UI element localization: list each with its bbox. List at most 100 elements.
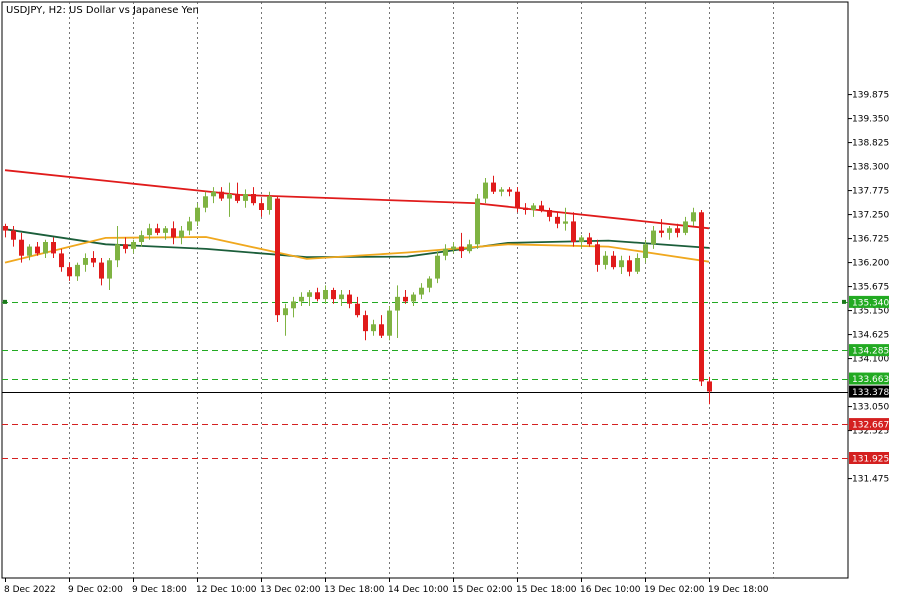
time-tick-label: 16 Dec 10:00 (580, 585, 641, 595)
candle-bullish (139, 235, 144, 242)
candle-bearish (403, 296, 408, 302)
candle-bullish (579, 237, 584, 242)
candle-bearish (91, 258, 96, 263)
candle-bearish (571, 221, 576, 242)
candle-bearish (3, 226, 8, 231)
moving-average-orange-line (4, 236, 710, 264)
candle-bearish (275, 198, 280, 316)
price-level-badge[interactable]: 133.378 (849, 385, 889, 399)
candle-bullish (107, 260, 112, 279)
candle-bullish (451, 246, 456, 249)
price-tick-label: 134.100 (852, 355, 889, 365)
candle-bullish (211, 191, 216, 197)
candle-bearish (659, 230, 664, 233)
price-level-badge-bg (849, 295, 889, 308)
candle-bearish (123, 244, 128, 249)
candle-bearish (355, 303, 360, 316)
candle-bearish (259, 203, 264, 210)
candle-bearish (627, 260, 632, 272)
candle-bullish (75, 264, 80, 277)
candle-bullish (683, 221, 688, 233)
candle-bearish (67, 267, 72, 277)
price-level-badge[interactable]: 132.667 (849, 418, 889, 431)
price-level-badge-label: 132.667 (852, 421, 889, 431)
price-level-badge-label: 134.285 (852, 347, 889, 357)
price-level-badge[interactable]: 131.925 (849, 452, 889, 465)
candle-bullish (283, 308, 288, 316)
candle-bullish (267, 196, 272, 210)
price-level-badge-bg (849, 344, 889, 357)
candle-bullish (339, 294, 344, 300)
candle-bearish (155, 228, 160, 233)
candle-bullish (531, 205, 536, 210)
candle-bearish (51, 242, 56, 254)
price-tick-label: 136.200 (852, 259, 889, 269)
candle-bullish (323, 290, 328, 300)
price-tick-label: 136.725 (852, 235, 889, 245)
candle-bullish (227, 194, 232, 199)
candle-bullish (427, 278, 432, 288)
candle-bullish (499, 189, 504, 192)
candle-bearish (539, 205, 544, 210)
time-tick-label: 13 Dec 18:00 (324, 585, 385, 595)
candle-bearish (675, 228, 680, 233)
time-tick-label: 9 Dec 18:00 (132, 585, 187, 595)
candle-bearish (363, 315, 368, 332)
candle-bearish (315, 292, 320, 300)
candle-bearish (555, 216, 560, 224)
time-tick-label: 8 Dec 2022 (4, 585, 56, 595)
price-axis: 139.875 139.350 138.825 138.300 137.775 137.2… (848, 91, 889, 485)
price-tick-label: 139.350 (852, 115, 889, 125)
time-tick-label: 12 Dec 10:00 (196, 585, 257, 595)
candle-bullish (187, 221, 192, 231)
price-level-badge[interactable]: 134.285 (849, 344, 889, 357)
price-level-badge-label: 135.340 (852, 298, 889, 308)
candle-bearish (379, 324, 384, 336)
price-level-badge[interactable]: 133.663 (849, 372, 889, 386)
candle-bullish (179, 230, 184, 238)
candle-bullish (691, 212, 696, 222)
candles (3, 175, 712, 405)
moving-average-red-line (4, 169, 710, 230)
candle-bearish (59, 253, 64, 268)
candle-bearish (595, 244, 600, 265)
candle-bearish (171, 228, 176, 238)
candle-bullish (467, 244, 472, 252)
price-tick-label: 138.300 (852, 163, 889, 173)
price-level-badge-label: 131.925 (852, 455, 889, 465)
grid-lines (69, 2, 774, 578)
candle-bullish (443, 248, 448, 256)
chart-title: USDJPY, H2: US Dollar vs Japanese Yen (6, 5, 199, 16)
price-tick-label: 138.825 (852, 139, 889, 149)
candle-bearish (587, 237, 592, 245)
candle-bearish (251, 194, 256, 204)
candle-bullish (291, 301, 296, 309)
candle-bullish (147, 228, 152, 236)
plot-frame (1, 1, 849, 579)
price-tick-label: 135.675 (852, 283, 889, 293)
candle-bullish (411, 294, 416, 302)
level-marker-left (3, 299, 7, 304)
candle-bullish (435, 255, 440, 279)
time-tick-label: 19 Dec 18:00 (708, 585, 769, 595)
candle-bullish (387, 310, 392, 336)
price-level-badge-bg (849, 418, 889, 431)
candle-bearish (547, 210, 552, 217)
price-level-badge[interactable]: 135.340 (849, 295, 889, 309)
candle-bearish (235, 194, 240, 201)
candle-bearish (707, 381, 712, 392)
candle-bullish (131, 242, 136, 249)
time-axis: 8 Dec 2022 9 Dec 02:00 9 Dec 18:00 12 Dec 1… (4, 578, 769, 595)
candle-bullish (603, 255, 608, 265)
candle-bearish (491, 182, 496, 192)
level-marker-right (842, 299, 846, 304)
candle-bullish (475, 198, 480, 245)
time-tick-label: 15 Dec 02:00 (452, 585, 513, 595)
candle-bearish (35, 246, 40, 254)
candle-bullish (395, 296, 400, 311)
candle-bearish (699, 212, 704, 382)
candle-bullish (115, 244, 120, 261)
